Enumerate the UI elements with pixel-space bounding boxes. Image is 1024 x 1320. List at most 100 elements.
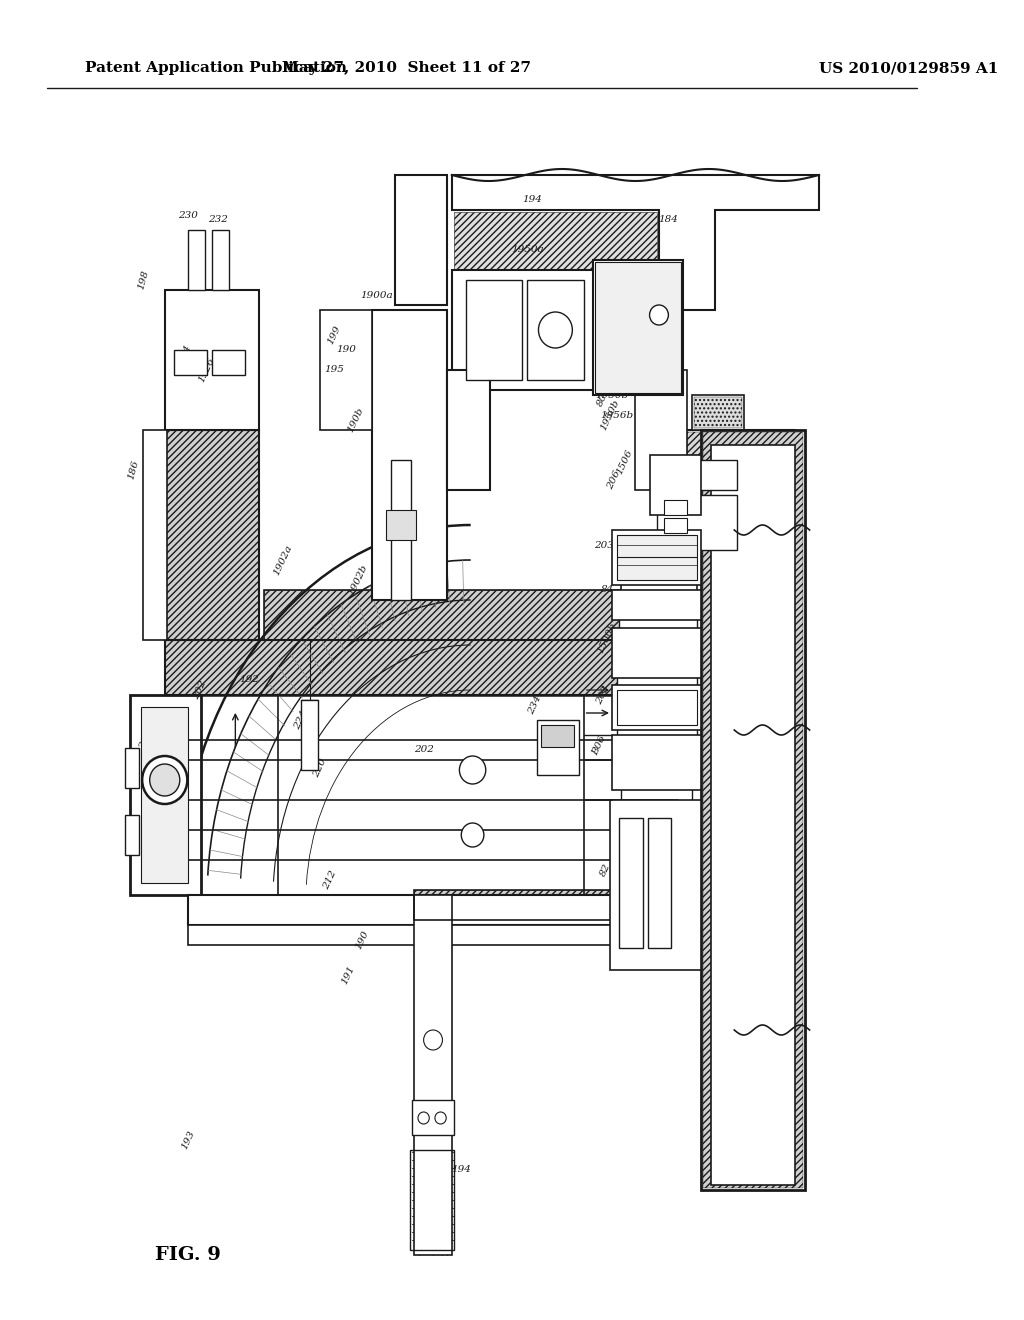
Bar — [703, 432, 803, 1188]
Bar — [701, 430, 805, 1191]
Text: 2031: 2031 — [594, 540, 621, 549]
Bar — [618, 647, 669, 688]
Text: 194: 194 — [522, 195, 542, 205]
Text: 82: 82 — [598, 862, 612, 878]
Bar — [616, 645, 696, 690]
Bar — [687, 432, 792, 528]
Text: 199: 199 — [326, 325, 342, 346]
Bar — [165, 640, 654, 696]
Text: May 27, 2010  Sheet 11 of 27: May 27, 2010 Sheet 11 of 27 — [283, 61, 531, 75]
Text: 190b: 190b — [346, 407, 366, 434]
Text: 206: 206 — [605, 469, 622, 491]
Text: 186: 186 — [127, 459, 140, 480]
Bar — [616, 700, 696, 741]
Bar — [212, 350, 245, 375]
Bar — [452, 271, 636, 389]
Text: 191: 191 — [340, 964, 356, 986]
Bar — [125, 814, 139, 855]
Bar — [664, 500, 687, 515]
Bar — [613, 591, 699, 618]
Bar — [624, 750, 690, 807]
Bar — [664, 517, 687, 533]
Text: 234: 234 — [526, 694, 543, 715]
Bar — [612, 685, 701, 730]
Text: 193: 193 — [180, 1129, 197, 1151]
Circle shape — [418, 1111, 429, 1125]
Text: 1900a: 1900a — [360, 290, 393, 300]
Bar — [613, 630, 699, 676]
Bar — [711, 445, 796, 1185]
Text: 184: 184 — [658, 215, 678, 224]
Text: 80: 80 — [596, 392, 609, 408]
Text: 220: 220 — [311, 758, 329, 779]
Bar — [447, 370, 489, 490]
Bar — [612, 803, 699, 968]
Bar — [527, 280, 584, 380]
Bar — [411, 1150, 454, 1250]
Text: 224: 224 — [293, 709, 309, 731]
Bar — [188, 696, 678, 895]
Text: 198: 198 — [136, 269, 150, 290]
Bar — [263, 590, 622, 640]
Bar — [620, 609, 696, 638]
Bar — [188, 895, 622, 925]
Text: 230: 230 — [178, 210, 199, 219]
Bar — [395, 176, 447, 305]
Bar — [413, 1100, 454, 1135]
Bar — [399, 180, 443, 301]
Bar — [415, 890, 687, 920]
Text: 204: 204 — [177, 345, 194, 366]
Text: 212: 212 — [322, 869, 338, 891]
Bar — [214, 232, 227, 288]
Bar — [537, 719, 579, 775]
Bar — [647, 818, 671, 948]
Text: 203: 203 — [594, 684, 610, 706]
Bar — [692, 395, 743, 430]
Bar — [165, 430, 259, 640]
Bar — [466, 280, 522, 380]
Bar — [659, 462, 735, 488]
Text: B06: B06 — [591, 734, 608, 756]
Bar — [188, 230, 205, 290]
Circle shape — [539, 312, 572, 348]
Bar — [612, 735, 701, 789]
Bar — [542, 725, 574, 747]
Text: US 2010/0129859 A1: US 2010/0129859 A1 — [819, 61, 998, 75]
Text: 214: 214 — [125, 759, 142, 781]
Bar — [454, 272, 634, 388]
Bar — [263, 590, 622, 640]
Text: 216: 216 — [137, 729, 155, 751]
Bar — [190, 898, 620, 923]
Text: 194: 194 — [452, 1166, 471, 1175]
Bar — [616, 690, 696, 725]
Circle shape — [142, 756, 187, 804]
Text: 190: 190 — [337, 346, 356, 355]
Circle shape — [461, 822, 484, 847]
Circle shape — [424, 1030, 442, 1049]
Bar — [649, 455, 701, 515]
Bar — [622, 554, 696, 601]
Bar — [174, 350, 207, 375]
Bar — [415, 890, 687, 920]
Circle shape — [435, 1111, 446, 1125]
Bar — [743, 440, 791, 1071]
Bar — [610, 800, 701, 970]
Bar — [167, 292, 257, 428]
Text: 1500b: 1500b — [596, 622, 618, 655]
Bar — [450, 372, 487, 488]
Circle shape — [150, 764, 180, 796]
Bar — [657, 495, 737, 550]
Text: 192: 192 — [240, 676, 259, 685]
Text: 232: 232 — [209, 215, 228, 224]
Bar — [165, 430, 259, 640]
Bar — [612, 628, 701, 678]
Bar — [188, 925, 622, 945]
Bar — [612, 590, 701, 620]
Bar — [386, 510, 416, 540]
Bar — [593, 260, 683, 395]
Bar — [694, 397, 741, 428]
Text: 84: 84 — [600, 586, 613, 594]
Bar — [322, 312, 370, 428]
Bar — [415, 895, 452, 1255]
Bar — [372, 310, 447, 601]
